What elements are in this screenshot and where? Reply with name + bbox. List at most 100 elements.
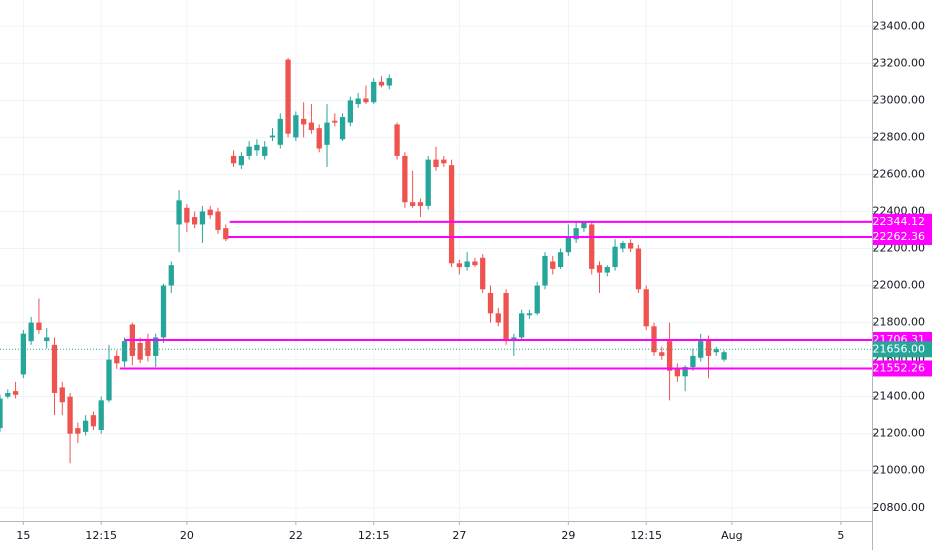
- candle-body: [215, 211, 221, 230]
- y-tick-label: 23000.00: [873, 93, 926, 106]
- candle-body: [604, 267, 610, 273]
- candle-body: [573, 228, 579, 240]
- candle-body: [191, 217, 198, 225]
- candle-body: [542, 255, 548, 286]
- candle-body: [145, 341, 151, 356]
- candle-body: [254, 144, 260, 151]
- candle-body: [238, 155, 245, 166]
- level-label: 22344.12: [873, 215, 926, 228]
- candle-body: [620, 242, 626, 249]
- candle-body: [246, 146, 252, 156]
- candle-body: [324, 122, 330, 145]
- candle-body: [114, 355, 120, 364]
- candle-body: [464, 261, 470, 268]
- candle-body: [386, 78, 392, 86]
- candle-body: [589, 224, 595, 269]
- candle-body: [207, 209, 213, 216]
- y-tick-label: 21800.00: [873, 316, 926, 329]
- candle-body: [44, 337, 50, 342]
- candle-body: [363, 98, 369, 103]
- candle-body: [627, 242, 634, 249]
- last-price-label: 21656.00: [873, 342, 926, 355]
- candle-body: [534, 285, 540, 314]
- y-tick-label: 22800.00: [873, 130, 926, 143]
- x-tick-label: 12:15: [358, 529, 390, 542]
- candle-body: [51, 344, 58, 393]
- overlays: [0, 220, 872, 370]
- candle-body: [332, 120, 338, 123]
- candle-body: [518, 313, 525, 338]
- candle-body: [503, 292, 509, 342]
- level-label-bg: [873, 360, 932, 377]
- y-tick-label: 21200.00: [873, 427, 926, 440]
- candle-body: [12, 391, 19, 395]
- candle-body: [67, 396, 73, 434]
- candle-body: [402, 155, 408, 203]
- candle-body: [417, 202, 424, 206]
- candle-body: [339, 117, 346, 140]
- candle-body: [690, 355, 696, 368]
- x-tick-label: 15: [16, 529, 30, 542]
- x-tick-label: 12:15: [85, 529, 117, 542]
- candle-body: [20, 333, 27, 375]
- candle-body: [674, 368, 681, 377]
- candle-body: [300, 118, 307, 125]
- candle-body: [0, 398, 3, 429]
- candle-body: [557, 252, 564, 268]
- candle-body: [90, 415, 97, 427]
- level-label-bg: [873, 213, 932, 230]
- candle-body: [480, 257, 486, 290]
- candle-body: [495, 313, 501, 323]
- candle-body: [168, 265, 174, 286]
- candle-body: [550, 261, 556, 269]
- y-tick-label: 20800.00: [873, 501, 926, 514]
- level-label: 22262.36: [873, 230, 926, 243]
- x-tick-label: 20: [180, 529, 194, 542]
- candle-body: [441, 159, 447, 164]
- candle-body: [137, 342, 143, 360]
- candle-body: [378, 81, 385, 86]
- candle-body: [456, 263, 463, 268]
- candle-body: [448, 165, 455, 264]
- x-tick-label: Aug: [721, 529, 742, 542]
- candle-body: [269, 135, 276, 138]
- candle-body: [223, 228, 229, 240]
- y-tick-label: 22000.00: [873, 279, 926, 292]
- candle-body: [565, 237, 572, 253]
- candle-body: [581, 222, 587, 229]
- level-label: 21552.26: [873, 361, 926, 374]
- candle-body: [355, 98, 361, 105]
- candle-body: [121, 341, 128, 362]
- candle-body: [75, 428, 81, 434]
- x-tick-label: 12:15: [630, 529, 662, 542]
- x-tick-label: 27: [452, 529, 466, 542]
- candle-body: [230, 155, 237, 164]
- candle-body: [98, 400, 104, 430]
- y-tick-label: 23400.00: [873, 19, 926, 32]
- candle-body: [262, 146, 268, 156]
- candle-body: [643, 289, 649, 327]
- candle-body: [666, 341, 673, 371]
- candle-body: [698, 341, 704, 358]
- candle-body: [526, 313, 533, 316]
- candle-body: [28, 322, 34, 342]
- candle-body: [153, 337, 159, 356]
- level-label-bg: [873, 228, 932, 245]
- candle-body: [425, 159, 431, 206]
- candle-body: [5, 392, 11, 397]
- candle-body: [160, 285, 167, 338]
- grid: [0, 0, 872, 520]
- candle-body: [285, 59, 291, 134]
- candle-body: [176, 200, 182, 225]
- candle-body: [347, 100, 354, 123]
- candle-body: [433, 159, 439, 168]
- candle-body: [394, 124, 400, 156]
- candle-body: [82, 420, 89, 432]
- candle-body: [316, 128, 322, 149]
- y-tick-label: 21000.00: [873, 464, 926, 477]
- y-tick-label: 21400.00: [873, 390, 926, 403]
- x-tick-label: 22: [289, 529, 303, 542]
- x-tick-label: 29: [561, 529, 575, 542]
